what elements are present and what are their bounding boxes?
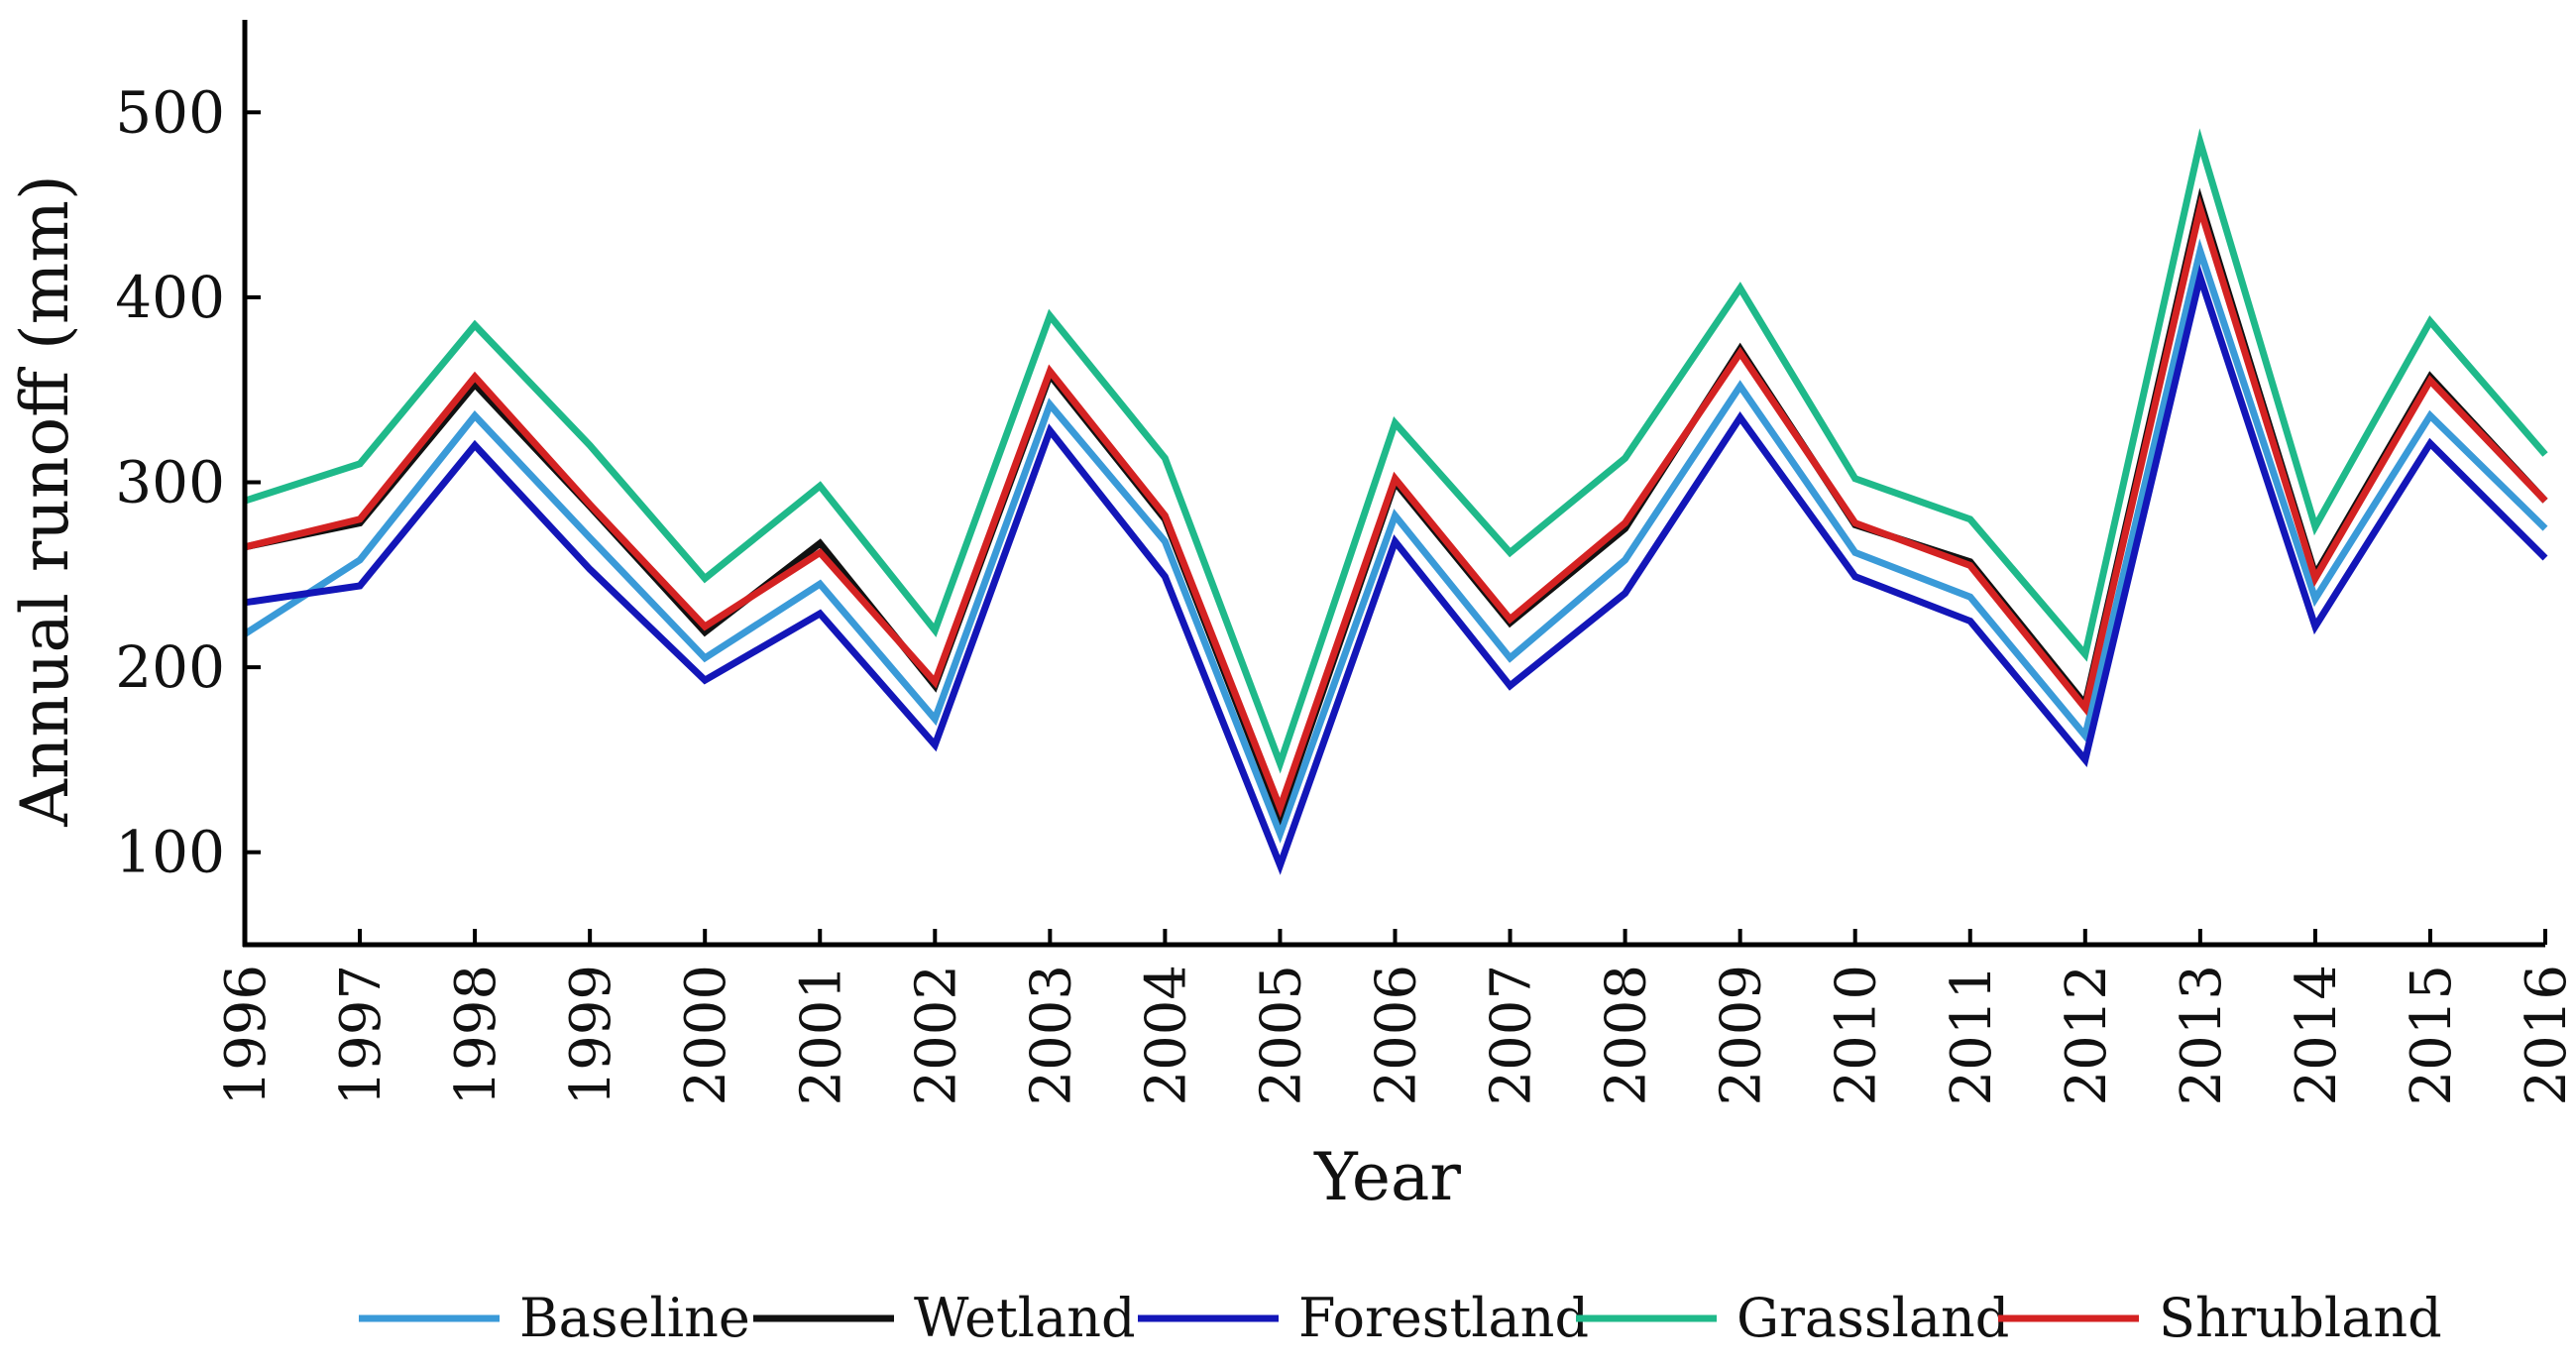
y-tick-label: 100	[115, 819, 225, 886]
legend-item-shrubland: Shrubland	[1998, 1287, 2442, 1349]
x-tick-label: 2014	[2285, 965, 2349, 1106]
x-tick-label: 2012	[2055, 965, 2119, 1106]
series-layer	[243, 128, 2548, 875]
series-line-shrubland	[244, 194, 2548, 818]
axes: 100 200 300 400 500 1996 1997 1998 1999 2000 2001 2…	[115, 20, 2576, 1106]
x-tick-label: 2001	[789, 965, 853, 1106]
legend-label: Wetland	[914, 1287, 1136, 1349]
x-tick-label: 2004	[1134, 965, 1198, 1106]
x-tick-label: 2011	[1940, 965, 2004, 1106]
legend-label: Shrubland	[2159, 1287, 2442, 1349]
x-tick-label: 2005	[1250, 965, 1314, 1106]
x-tick-label: 2008	[1595, 965, 1659, 1106]
x-tick-label: 1996	[214, 965, 279, 1106]
legend-item-grassland: Grassland	[1576, 1287, 2009, 1349]
legend-label: Grassland	[1736, 1287, 2009, 1349]
x-tick-label: 2010	[1825, 965, 1889, 1106]
x-tick-label: 2007	[1480, 965, 1544, 1106]
y-axis-title: Annual runoff (mm)	[7, 174, 83, 827]
y-tick-label: 200	[115, 633, 225, 701]
x-tick-label: 2013	[2170, 965, 2234, 1106]
x-tick-label: 2016	[2515, 965, 2576, 1106]
y-tick-label: 400	[115, 264, 225, 331]
x-tick-label: 2009	[1710, 965, 1774, 1106]
x-tick-label: 2000	[674, 965, 738, 1106]
y-tick-label: 300	[115, 449, 225, 516]
x-axis-title: Year	[1313, 1139, 1461, 1215]
x-tick-label: 2003	[1019, 965, 1083, 1106]
legend-item-forestland: Forestland	[1138, 1287, 1589, 1349]
x-tick-label: 1999	[559, 965, 623, 1106]
series-line-grassland	[243, 128, 2548, 774]
x-tick-label: 2002	[904, 965, 968, 1106]
x-tick-label: 1997	[329, 965, 393, 1106]
series-line-baseline	[243, 238, 2548, 844]
legend: Baseline Wetland Forestland Grassland Shrubl…	[359, 1287, 2442, 1349]
legend-item-wetland: Wetland	[753, 1287, 1136, 1349]
y-tick-label: 500	[115, 78, 225, 146]
x-tick-label: 2015	[2400, 965, 2464, 1106]
series-line-forestland	[244, 264, 2548, 875]
x-tick-label: 1998	[444, 965, 508, 1106]
legend-label: Baseline	[519, 1287, 750, 1349]
legend-item-baseline: Baseline	[359, 1287, 750, 1349]
legend-label: Forestland	[1298, 1287, 1589, 1349]
x-tick-label: 2006	[1365, 965, 1429, 1106]
